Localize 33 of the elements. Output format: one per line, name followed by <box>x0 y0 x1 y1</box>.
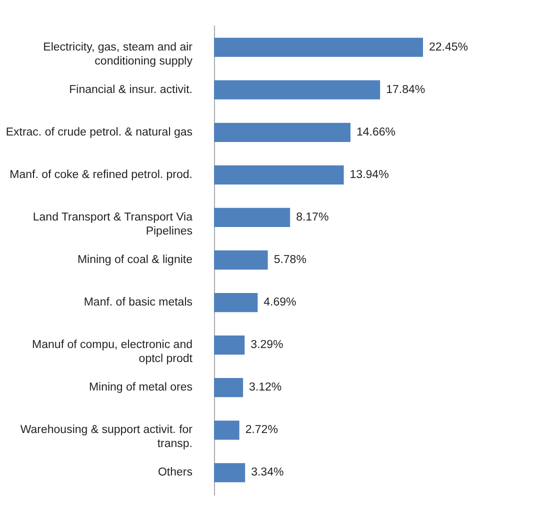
bar <box>214 463 246 482</box>
y-tick-label: Manuf of compu, electronic and optcl prodt <box>32 339 194 366</box>
y-tick-label: Warehousing & support activit. for transp. <box>20 424 193 450</box>
y-tick-label: Manf. of coke & refined petrol. prod. <box>10 168 192 181</box>
bar <box>214 80 380 100</box>
data-label: 3.34% <box>251 466 284 479</box>
bar <box>214 122 350 142</box>
data-label: 22.45% <box>429 41 468 54</box>
data-label: 8.17% <box>296 211 329 224</box>
bar <box>214 250 268 270</box>
data-label: 5.78% <box>274 254 306 266</box>
y-tick-label: Extrac. of crude petrol. & natural gas <box>6 126 193 138</box>
bar <box>214 208 290 228</box>
y-tick-label: Manf. of basic metals <box>84 296 193 309</box>
data-label: 3.12% <box>249 382 282 394</box>
bar <box>214 420 240 440</box>
bar <box>214 378 244 398</box>
data-label: 17.84% <box>386 84 426 96</box>
bar <box>214 292 258 312</box>
bar <box>214 336 245 355</box>
y-tick-label: Mining of coal & lignite <box>77 254 192 266</box>
data-label: 13.94% <box>350 168 389 181</box>
y-tick-label: Electricity, gas, steam and air conditioning supply <box>43 41 193 68</box>
y-tick-label: Others <box>158 466 193 479</box>
data-label: 3.29% <box>250 339 284 352</box>
data-label: 2.72% <box>245 424 278 436</box>
data-label: 4.69% <box>264 296 296 309</box>
y-tick-label: Financial & insur. activit. <box>69 84 192 96</box>
bar <box>214 165 344 184</box>
y-tick-label: Mining of metal ores <box>88 382 193 394</box>
bar <box>214 38 424 57</box>
y-tick-label: Land Transport & Transport Via Pipelines <box>32 211 194 238</box>
data-label: 14.66% <box>356 126 396 138</box>
